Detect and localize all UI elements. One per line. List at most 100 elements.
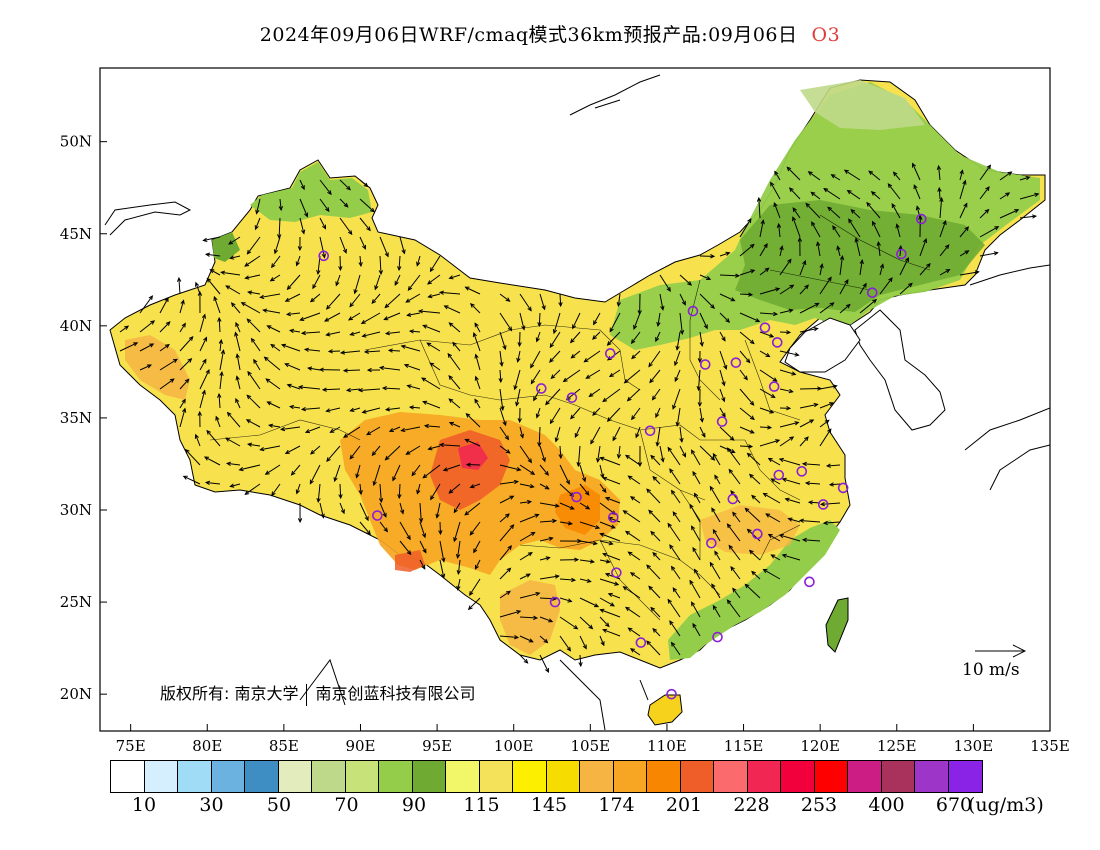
legend-swatch xyxy=(714,761,748,792)
monitoring-stations xyxy=(318,213,927,700)
wind-arrow-shaft xyxy=(617,293,621,306)
wind-arrow-head xyxy=(937,186,942,192)
wind-arrow-head xyxy=(295,489,300,495)
legend-swatch xyxy=(513,761,547,792)
wind-arrow-shaft xyxy=(669,468,681,485)
wind-arrow-head xyxy=(624,606,630,612)
wind-arrow-shaft xyxy=(768,534,781,542)
wind-arrow-head xyxy=(627,551,633,556)
wind-arrow-head xyxy=(401,249,406,255)
wind-arrow-shaft xyxy=(759,331,774,338)
wind-arrow-shaft xyxy=(652,628,661,637)
wind-arrow-head xyxy=(681,452,687,458)
wind-arrow-shaft xyxy=(159,344,170,352)
southeast-green-zone xyxy=(668,520,840,660)
wind-arrow-shaft xyxy=(739,388,755,406)
wind-arrow-shaft xyxy=(469,578,481,596)
wind-arrow-head xyxy=(959,169,964,175)
wind-arrow-head xyxy=(624,530,630,536)
wind-arrow-head xyxy=(238,466,244,472)
wind-arrow-head xyxy=(732,587,737,593)
wind-arrow-shaft xyxy=(786,166,801,181)
wind-arrow-head xyxy=(1007,171,1013,176)
wind-arrow-shaft xyxy=(519,592,540,599)
wind-arrow-head xyxy=(850,209,856,214)
wind-arrow-shaft xyxy=(519,483,534,488)
wind-arrow-head xyxy=(204,480,211,486)
wind-arrow-shaft xyxy=(602,388,621,402)
station-marker xyxy=(611,567,622,578)
wind-arrow-head xyxy=(321,387,327,392)
wind-arrow-shaft xyxy=(739,293,753,296)
wind-arrow-head xyxy=(506,567,512,573)
wind-arrow-shaft xyxy=(425,425,441,428)
wind-arrow-head xyxy=(202,237,208,242)
wind-arrow-shaft xyxy=(819,385,837,390)
wind-arrow-head xyxy=(220,270,226,275)
wind-arrow-shaft xyxy=(423,401,441,409)
wind-arrow-shaft xyxy=(326,407,341,412)
wind-arrow-head xyxy=(310,449,315,455)
wind-arrow-shaft xyxy=(730,566,741,580)
wind-arrow-shaft xyxy=(499,481,518,485)
wind-arrow-head xyxy=(273,249,279,255)
wind-arrow-head xyxy=(347,316,353,321)
wind-arrow-head xyxy=(721,412,726,418)
wind-arrow-shaft xyxy=(859,299,877,314)
station-marker xyxy=(752,528,763,540)
wind-arrow-head xyxy=(378,498,384,504)
wind-arrow-shaft xyxy=(366,426,381,436)
wind-arrow-head xyxy=(384,252,389,258)
wind-arrow-shaft xyxy=(382,387,401,390)
wind-arrow-head xyxy=(550,374,556,380)
wind-arrow-head xyxy=(714,474,719,480)
wind-arrow-shaft xyxy=(712,453,721,466)
wind-arrow-head xyxy=(599,532,605,537)
wind-arrow-shaft xyxy=(671,566,681,580)
wind-arrow-head xyxy=(868,170,874,176)
wind-arrow-head xyxy=(789,284,795,289)
wind-arrow-shaft xyxy=(274,236,281,254)
wind-arrow-shaft xyxy=(179,399,186,409)
wind-arrow-head xyxy=(648,585,653,591)
wind-arrow-shaft xyxy=(539,597,557,600)
wind-arrow-head xyxy=(572,324,577,330)
wind-arrow-shaft xyxy=(872,221,881,238)
wind-arrow-head xyxy=(594,603,600,608)
wind-arrow-shaft xyxy=(839,279,849,295)
wind-arrow-head xyxy=(416,489,421,495)
wind-arrow-head xyxy=(422,400,428,405)
wind-arrow-head xyxy=(666,286,671,292)
legend-swatch xyxy=(580,761,614,792)
wind-arrow-head xyxy=(194,433,199,439)
wind-arrow-shaft xyxy=(599,464,604,478)
wind-arrow-head xyxy=(616,453,622,460)
wind-arrow-head xyxy=(770,554,776,559)
wind-arrow-head xyxy=(725,251,731,256)
wind-arrow-head xyxy=(169,378,175,383)
wind-arrow-head xyxy=(804,284,809,290)
bohai-sea xyxy=(784,317,861,373)
southwest-deep-orange xyxy=(430,430,510,510)
wind-arrow-shaft xyxy=(699,407,703,422)
wind-arrow-shaft xyxy=(712,529,721,542)
wind-arrow-head xyxy=(465,412,471,418)
wind-arrow-shaft xyxy=(692,547,701,561)
wind-arrow-shaft xyxy=(855,238,861,257)
wind-arrow-shaft xyxy=(539,483,550,490)
wind-arrow-head xyxy=(669,620,674,626)
wind-arrow-head xyxy=(300,185,305,191)
wind-arrow-shaft xyxy=(218,317,221,333)
wind-arrow-shaft xyxy=(350,331,361,336)
legend-label: 145 xyxy=(530,794,568,816)
wind-arrow-shaft xyxy=(999,171,1012,181)
wind-arrow-head xyxy=(652,475,658,481)
wind-arrow-head xyxy=(517,342,522,348)
wind-arrow-head xyxy=(635,433,640,439)
wind-arrow-shaft xyxy=(719,388,725,402)
wind-arrow-head xyxy=(448,421,454,426)
wind-arrow-head xyxy=(244,262,250,267)
wind-arrow-head xyxy=(148,295,154,301)
wind-arrow-head xyxy=(407,286,413,291)
wind-arrow-shaft xyxy=(398,483,401,499)
